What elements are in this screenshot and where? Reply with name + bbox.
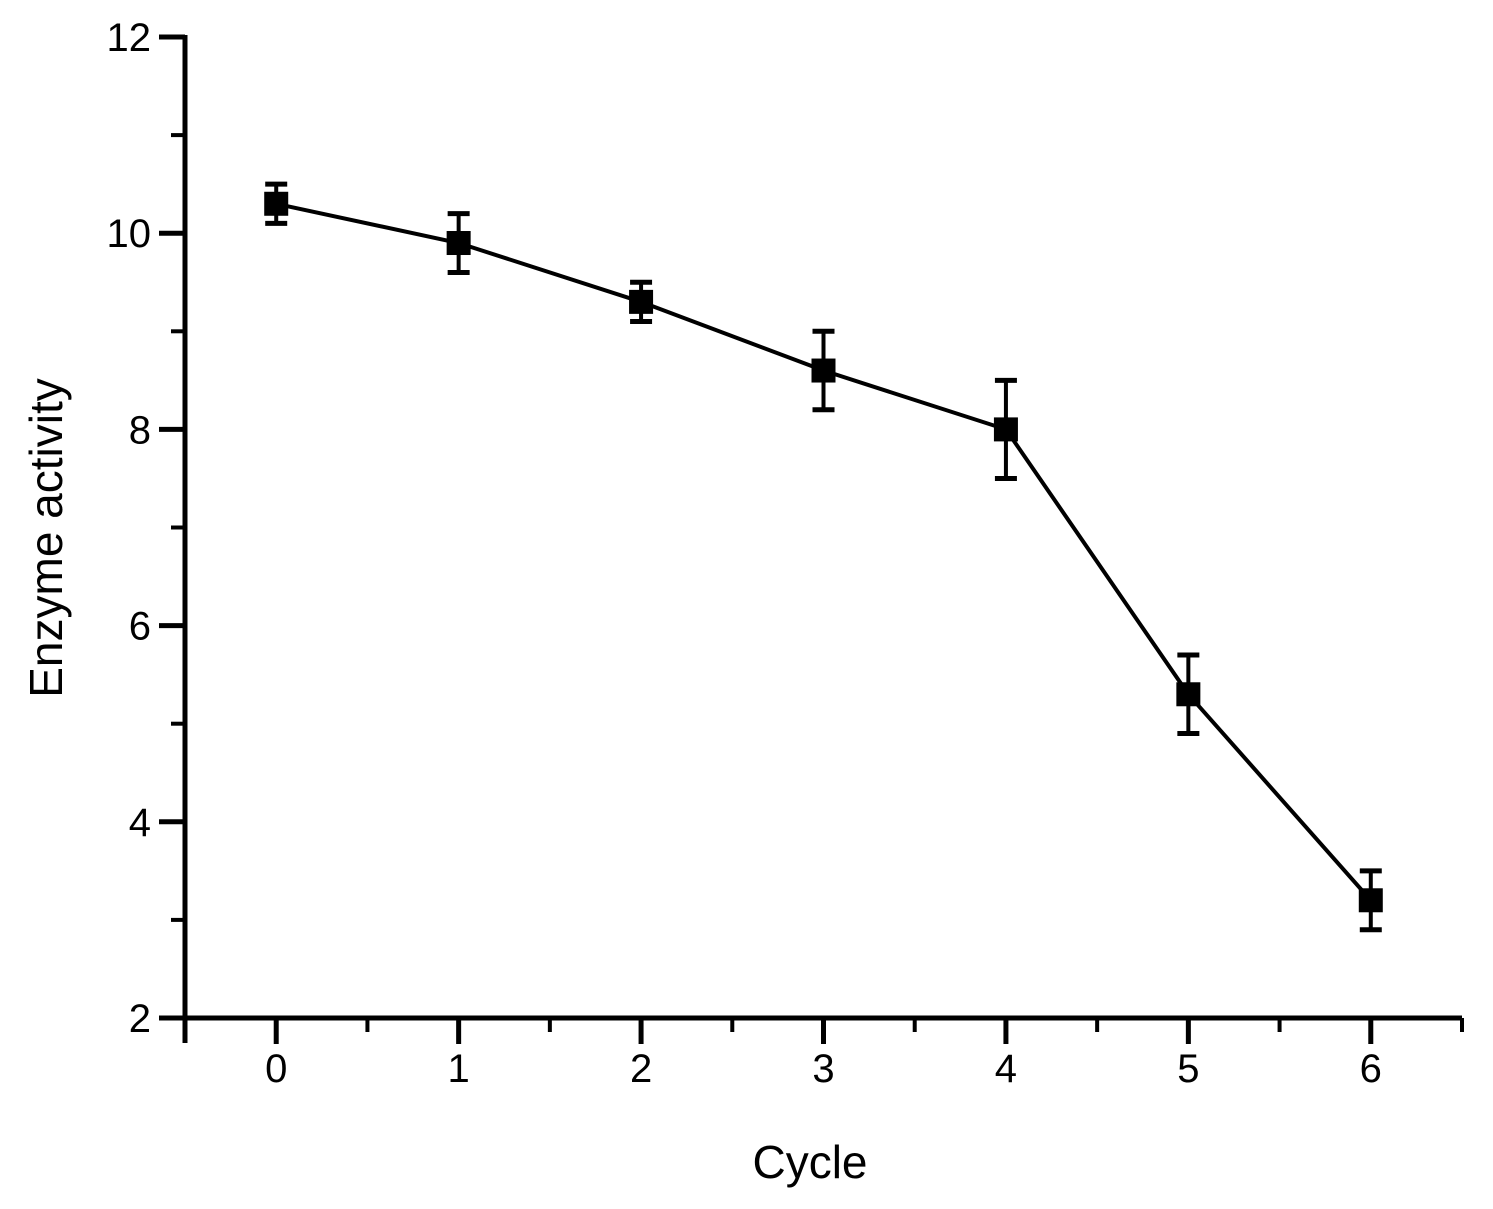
series-layer (264, 181, 1383, 933)
x-tick-label: 4 (995, 1047, 1017, 1091)
y-tick-label: 8 (129, 408, 151, 452)
series-line (275, 201, 1373, 902)
data-point-marker (629, 289, 654, 314)
y-tick-label: 10 (107, 212, 152, 256)
data-point-marker (993, 417, 1018, 442)
data-point-marker (446, 231, 471, 256)
data-point-marker (1358, 888, 1383, 913)
x-tick-label: 3 (812, 1047, 834, 1091)
x-tick-label: 1 (448, 1047, 470, 1091)
y-axis-label: Enzyme activity (20, 378, 72, 698)
axes-layer (182, 35, 1462, 1043)
y-tick-label: 12 (107, 16, 152, 60)
ticks-layer (159, 34, 1464, 1044)
data-point-marker (1176, 682, 1201, 707)
y-tick-label: 6 (129, 605, 151, 649)
x-tick-label: 6 (1360, 1047, 1382, 1091)
y-tick-label: 2 (129, 997, 151, 1041)
x-tick-label: 2 (630, 1047, 652, 1091)
data-point-marker (811, 358, 836, 383)
x-axis-label: Cycle (752, 1136, 867, 1188)
x-tick-label: 5 (1177, 1047, 1199, 1091)
x-tick-label: 0 (265, 1047, 287, 1091)
data-point-marker (264, 191, 289, 216)
y-tick-label: 4 (129, 801, 151, 845)
